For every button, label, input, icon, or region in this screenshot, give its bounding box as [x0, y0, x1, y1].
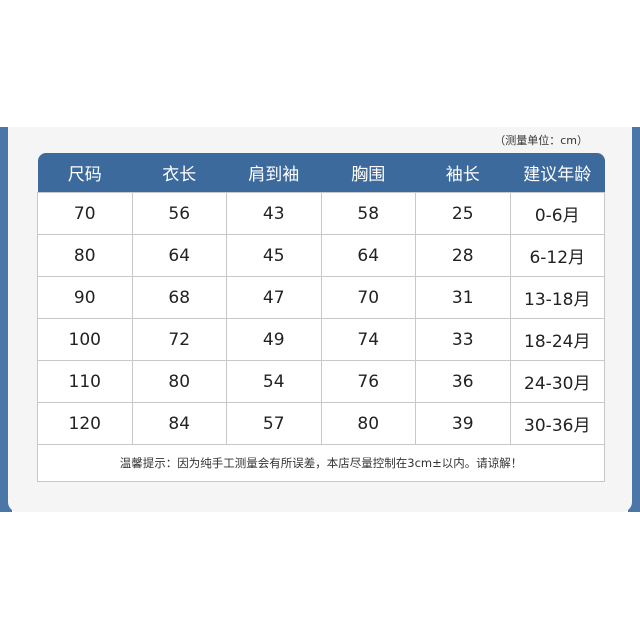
table-cell: 64: [131, 234, 227, 277]
table-cell: 30-36月: [509, 402, 605, 445]
table-cell: 68: [131, 276, 227, 319]
table-cell: 33: [415, 318, 511, 361]
footer-note: 温馨提示：因为纯手工测量会有所误差，本店尽量控制在3cm±以内。请谅解！: [37, 444, 605, 482]
table-cell: 80: [320, 402, 416, 445]
table-row: 70 56 43 58 25 0-6月: [37, 192, 605, 235]
size-table: 尺码 衣长 肩到袖 胸围 袖长 建议年龄 70 56 43 58 25 0-6月 80 64 45 64 28…: [37, 153, 605, 482]
table-cell: 39: [415, 402, 511, 445]
table-cell: 70: [320, 276, 416, 319]
table-row: 80 64 45 64 28 6-12月: [37, 234, 605, 277]
table-cell: 13-18月: [509, 276, 605, 319]
table-cell: 74: [320, 318, 416, 361]
table-cell: 31: [415, 276, 511, 319]
table-cell: 18-24月: [509, 318, 605, 361]
table-cell: 90: [37, 276, 133, 319]
column-header: 衣长: [132, 153, 227, 193]
table-cell: 76: [320, 360, 416, 403]
table-cell: 24-30月: [509, 360, 605, 403]
table-cell: 56: [131, 192, 227, 235]
table-row: 110 80 54 76 36 24-30月: [37, 360, 605, 403]
unit-note: （测量单位：cm）: [494, 134, 588, 147]
table-cell: 47: [226, 276, 322, 319]
column-header: 尺码: [37, 153, 132, 193]
table-cell: 100: [37, 318, 133, 361]
table-cell: 58: [320, 192, 416, 235]
column-header: 建议年龄: [510, 153, 605, 193]
table-cell: 72: [131, 318, 227, 361]
table-cell: 28: [415, 234, 511, 277]
table-row: 90 68 47 70 31 13-18月: [37, 276, 605, 319]
table-cell: 80: [131, 360, 227, 403]
table-cell: 25: [415, 192, 511, 235]
table-cell: 45: [226, 234, 322, 277]
table-row: 120 84 57 80 39 30-36月: [37, 402, 605, 445]
column-header: 胸围: [321, 153, 416, 193]
header-row: 尺码 衣长 肩到袖 胸围 袖长 建议年龄: [37, 153, 605, 193]
column-header: 肩到袖: [226, 153, 321, 193]
table-cell: 6-12月: [509, 234, 605, 277]
table-cell: 120: [37, 402, 133, 445]
table-cell: 80: [37, 234, 133, 277]
table-cell: 49: [226, 318, 322, 361]
table-cell: 57: [226, 402, 322, 445]
table-cell: 36: [415, 360, 511, 403]
table-cell: 0-6月: [509, 192, 605, 235]
column-header: 袖长: [415, 153, 510, 193]
table-cell: 110: [37, 360, 133, 403]
table-cell: 84: [131, 402, 227, 445]
table-cell: 54: [226, 360, 322, 403]
table-cell: 64: [320, 234, 416, 277]
table-row: 100 72 49 74 33 18-24月: [37, 318, 605, 361]
table-cell: 43: [226, 192, 322, 235]
table-cell: 70: [37, 192, 133, 235]
